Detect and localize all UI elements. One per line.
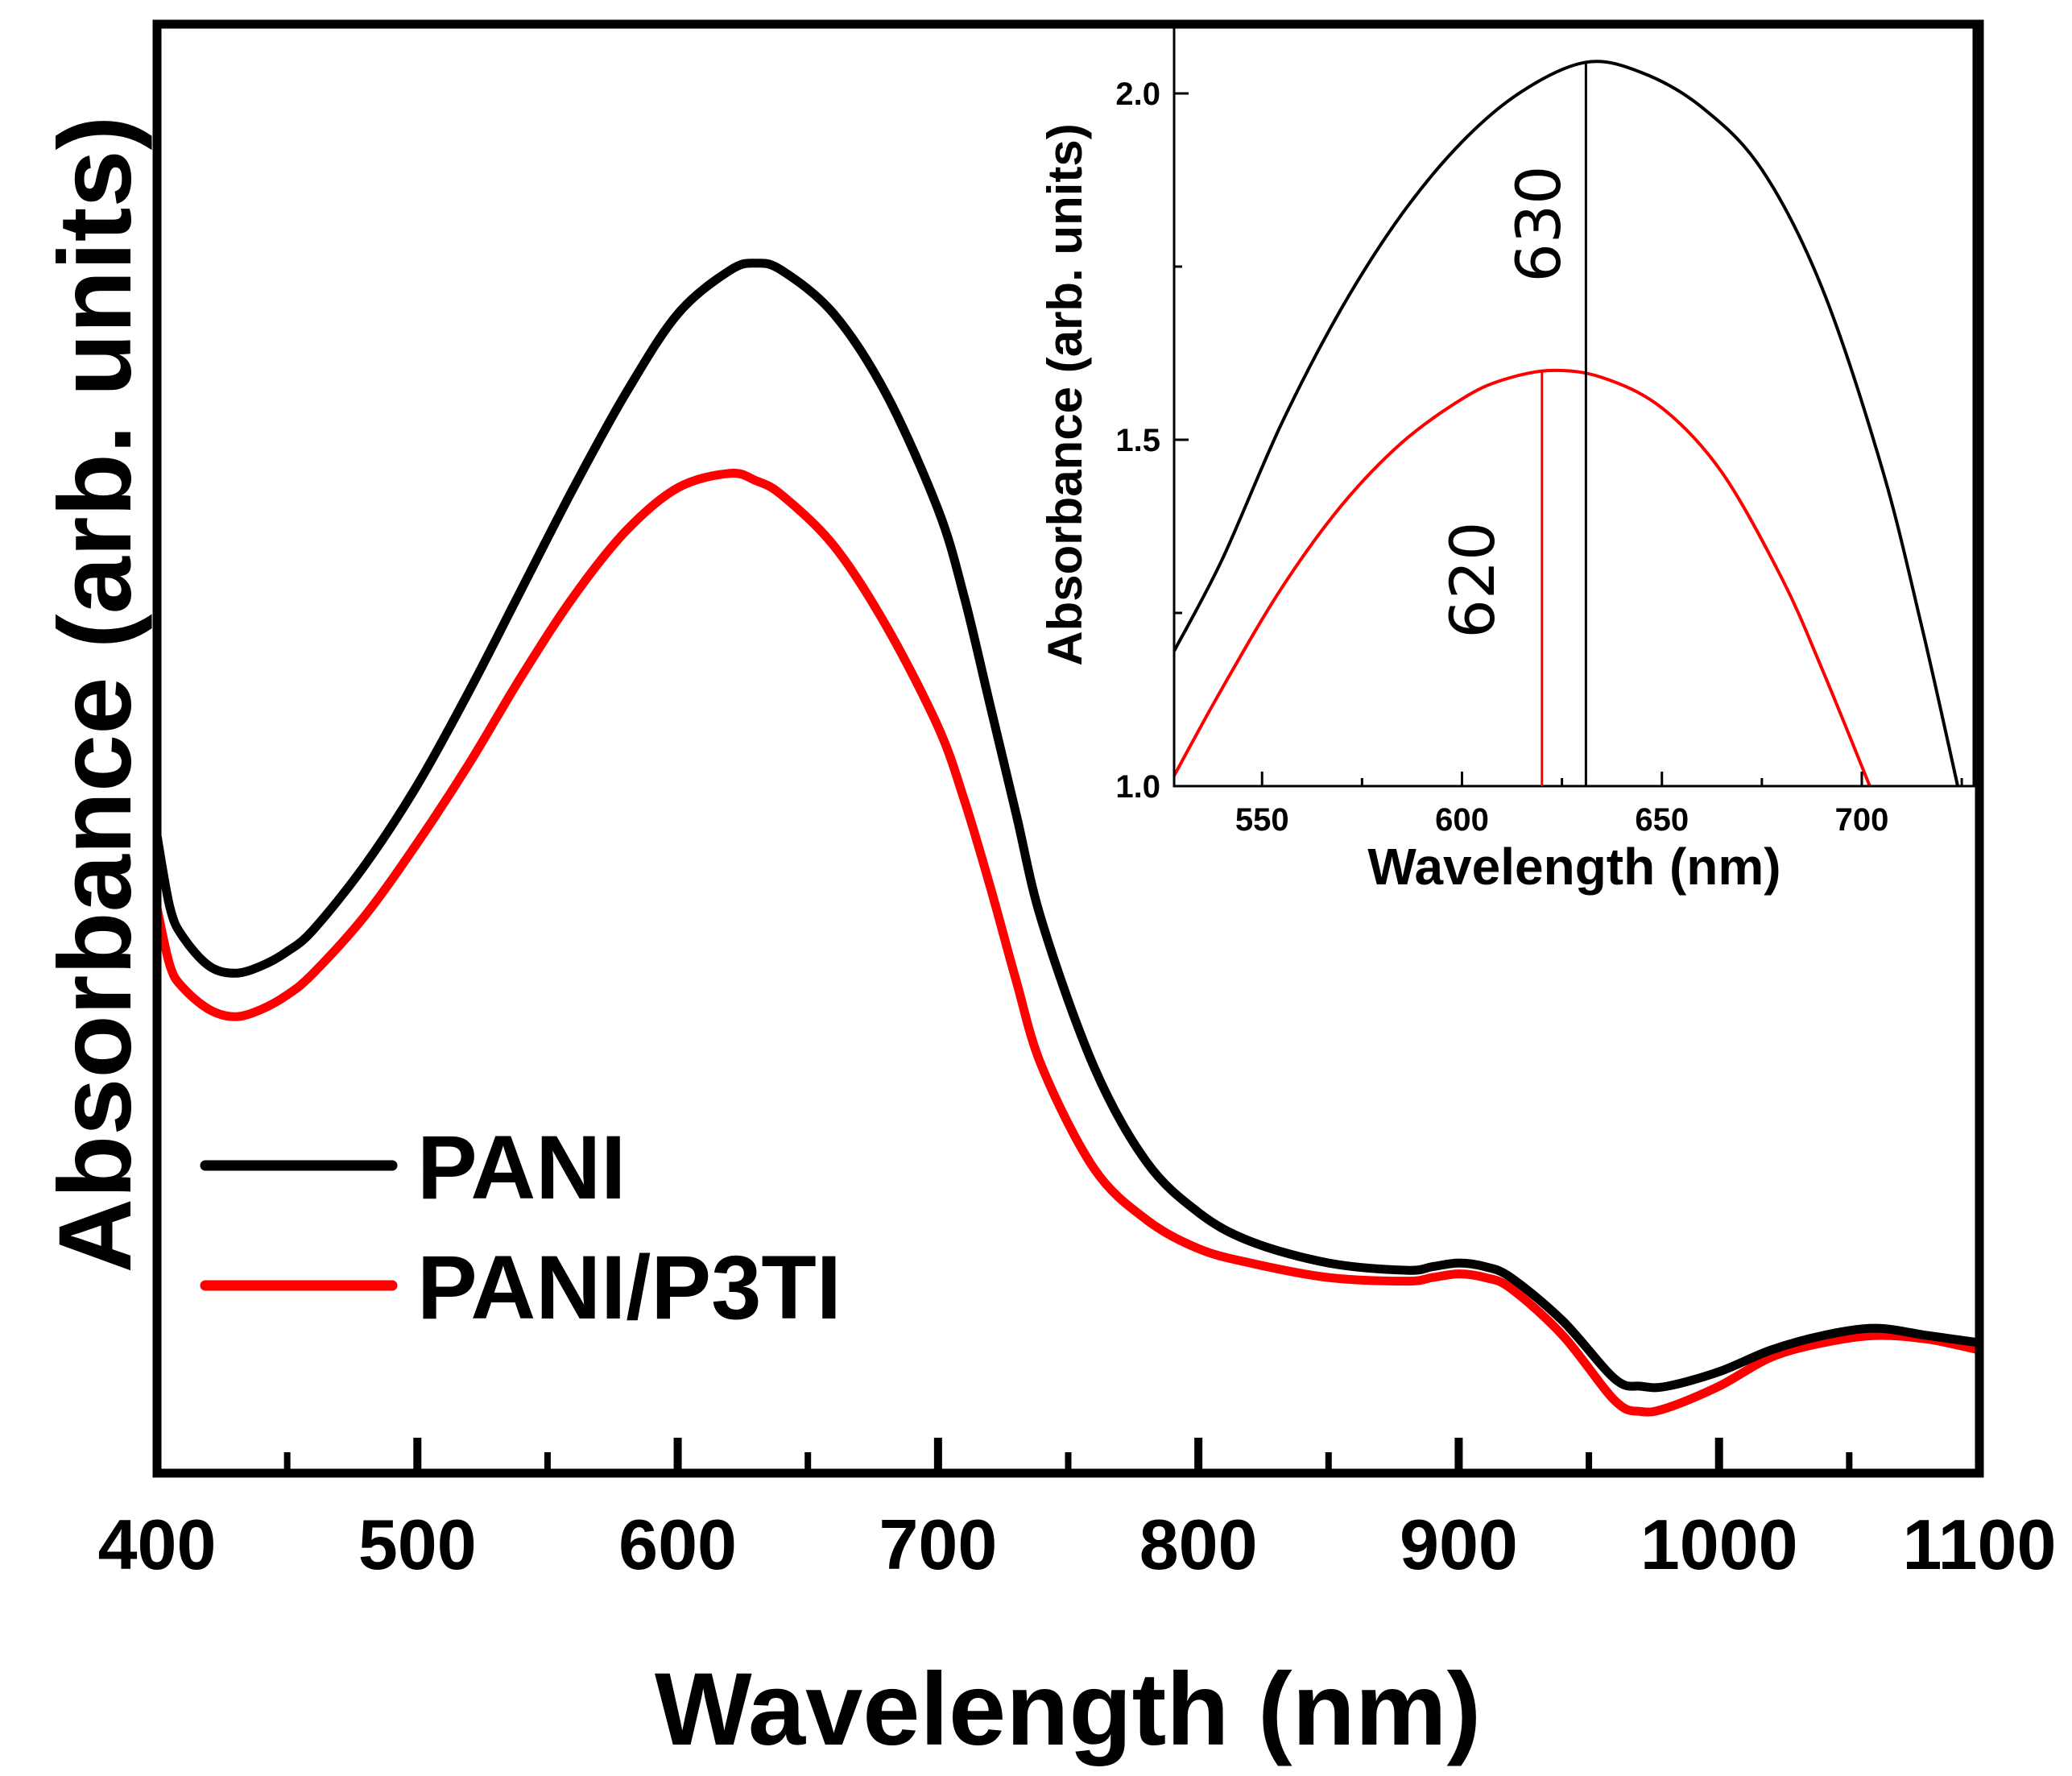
inset-x-ticks bbox=[1260, 772, 1963, 786]
inset-x-tick-label-600: 600 bbox=[1435, 802, 1489, 838]
x-tick-label-600: 600 bbox=[618, 1505, 737, 1584]
inset-series-line-pani-p3ti bbox=[1172, 368, 1871, 787]
inset-x-tick-label-650: 650 bbox=[1635, 802, 1689, 838]
inset-peak-annotations: 630 620 bbox=[1437, 62, 1587, 786]
inset-y-tick-label-1.0: 1.0 bbox=[1115, 769, 1160, 805]
inset-y-axis-label: Absorbance (arb. units) bbox=[1038, 123, 1092, 665]
main-chart: 400 500 600 700 800 900 1000 1100 Wavelength (n… bbox=[38, 19, 2057, 1767]
inset-y-tick-label-2.0: 2.0 bbox=[1115, 77, 1160, 112]
legend: PANI PANI/P3TI bbox=[200, 1117, 842, 1338]
inset-x-tick-label-700: 700 bbox=[1835, 802, 1889, 838]
inset-x-tick-label-550: 550 bbox=[1235, 802, 1289, 838]
inset-plot-area bbox=[1172, 60, 1960, 787]
inset-y-tick-label-1.5: 1.5 bbox=[1115, 423, 1160, 458]
inset-plot-frame bbox=[1172, 23, 1975, 788]
inset-y-tick-labels: 1.0 1.5 2.0 bbox=[1115, 77, 1160, 805]
x-tick-label-1100: 1100 bbox=[1903, 1505, 2057, 1584]
x-tick-label-700: 700 bbox=[879, 1505, 997, 1584]
x-tick-label-400: 400 bbox=[98, 1505, 217, 1584]
series-line-pani-p3ti bbox=[152, 468, 1984, 1417]
inset-x-tick-labels: 550 600 650 700 bbox=[1235, 802, 1889, 838]
legend-label-pani: PANI bbox=[417, 1117, 626, 1218]
x-tick-label-500: 500 bbox=[358, 1505, 477, 1584]
inset-x-axis-label: Wavelength (nm) bbox=[1367, 838, 1780, 896]
main-x-axis-label: Wavelength (nm) bbox=[655, 1652, 1481, 1767]
inset-series-line-pani bbox=[1172, 60, 1960, 787]
peak-label-620: 620 bbox=[1437, 521, 1508, 638]
peak-label-630: 630 bbox=[1503, 165, 1574, 282]
legend-label-pani-p3ti: PANI/P3TI bbox=[417, 1237, 842, 1338]
main-x-tick-labels: 400 500 600 700 800 900 1000 1100 bbox=[98, 1505, 2057, 1584]
main-y-axis-label: Absorbance (arb. units) bbox=[38, 116, 153, 1273]
x-tick-label-800: 800 bbox=[1139, 1505, 1258, 1584]
inset-y-ticks bbox=[1174, 92, 1189, 788]
x-tick-label-1000: 1000 bbox=[1640, 1505, 1798, 1584]
inset-chart: 550 600 650 700 1.0 1.5 2.0 630 620 Wavelength… bbox=[1038, 23, 1975, 896]
x-tick-label-900: 900 bbox=[1400, 1505, 1518, 1584]
main-plot-area bbox=[152, 259, 1984, 1417]
series-line-pani bbox=[152, 259, 1984, 1393]
main-x-ticks bbox=[153, 1438, 1983, 1473]
